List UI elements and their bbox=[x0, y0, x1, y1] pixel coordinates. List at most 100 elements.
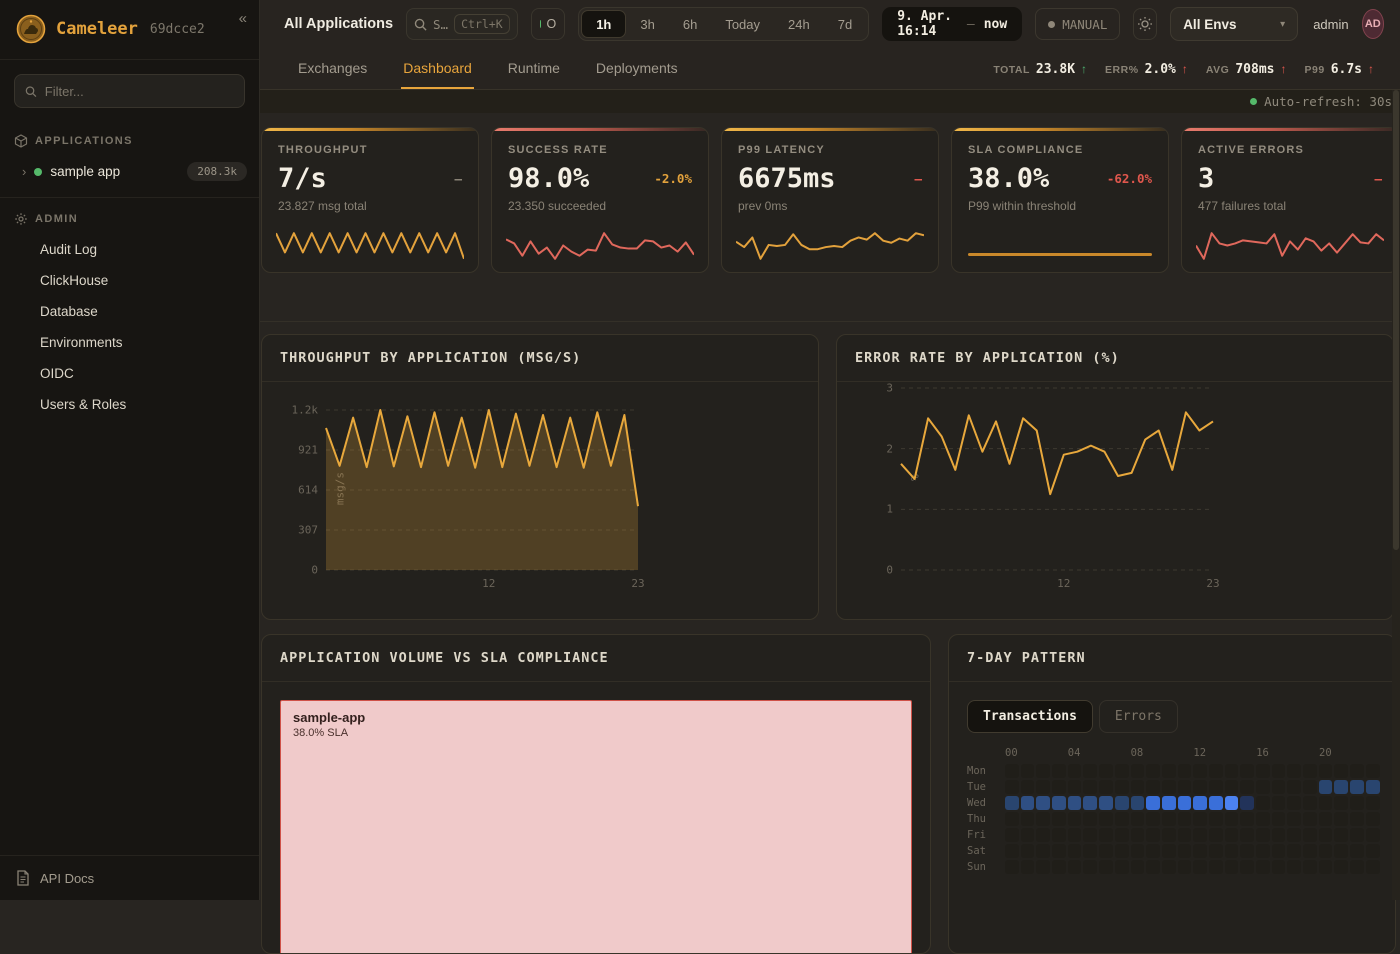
heatmap-cell[interactable] bbox=[1240, 796, 1254, 810]
heatmap-cell[interactable] bbox=[1178, 764, 1192, 778]
heatmap-cell[interactable] bbox=[1178, 780, 1192, 794]
heatmap-cell[interactable] bbox=[1319, 828, 1333, 842]
heatmap-cell[interactable] bbox=[1068, 780, 1082, 794]
sidebar-item-audit-log[interactable]: Audit Log bbox=[0, 234, 259, 265]
heatmap-cell[interactable] bbox=[1272, 780, 1286, 794]
heatmap-cell[interactable] bbox=[1350, 812, 1364, 826]
heatmap-cell[interactable] bbox=[1052, 780, 1066, 794]
heatmap-cell[interactable] bbox=[1021, 780, 1035, 794]
heatmap-cell[interactable] bbox=[1131, 780, 1145, 794]
heatmap-cell[interactable] bbox=[1005, 844, 1019, 858]
heatmap-cell[interactable] bbox=[1162, 812, 1176, 826]
sidebar-item-database[interactable]: Database bbox=[0, 296, 259, 327]
manual-mode-button[interactable]: MANUAL bbox=[1035, 8, 1120, 40]
heatmap-cell[interactable] bbox=[1240, 828, 1254, 842]
heatmap-cell[interactable] bbox=[1287, 780, 1301, 794]
heatmap-cell[interactable] bbox=[1209, 828, 1223, 842]
heatmap-cell[interactable] bbox=[1115, 780, 1129, 794]
heatmap-cell[interactable] bbox=[1256, 796, 1270, 810]
heatmap-cell[interactable] bbox=[1193, 796, 1207, 810]
heatmap-cell[interactable] bbox=[1225, 844, 1239, 858]
heatmap-cell[interactable] bbox=[1115, 812, 1129, 826]
heatmap-cell[interactable] bbox=[1146, 828, 1160, 842]
heatmap-cell[interactable] bbox=[1334, 812, 1348, 826]
heatmap-cell[interactable] bbox=[1366, 764, 1380, 778]
heatmap-cell[interactable] bbox=[1303, 828, 1317, 842]
heatmap-cell[interactable] bbox=[1083, 764, 1097, 778]
heatmap-cell[interactable] bbox=[1099, 812, 1113, 826]
date-range-picker[interactable]: 9. Apr. 16:14 – now bbox=[882, 7, 1022, 41]
heatmap-cell[interactable] bbox=[1146, 844, 1160, 858]
heatmap-cell[interactable] bbox=[1178, 796, 1192, 810]
heatmap-cell[interactable] bbox=[1131, 764, 1145, 778]
heatmap-cell[interactable] bbox=[1272, 796, 1286, 810]
heatmap-cell[interactable] bbox=[1240, 860, 1254, 874]
sidebar-collapse-icon[interactable]: « bbox=[239, 10, 247, 27]
heatmap-cell[interactable] bbox=[1131, 860, 1145, 874]
heatmap-cell[interactable] bbox=[1178, 844, 1192, 858]
heatmap-cell[interactable] bbox=[1193, 860, 1207, 874]
heatmap-cell[interactable] bbox=[1068, 844, 1082, 858]
heatmap-cell[interactable] bbox=[1021, 828, 1035, 842]
heatmap-cell[interactable] bbox=[1272, 812, 1286, 826]
heatmap-cell[interactable] bbox=[1350, 844, 1364, 858]
heatmap-cell[interactable] bbox=[1036, 844, 1050, 858]
heatmap-cell[interactable] bbox=[1083, 796, 1097, 810]
heatmap-cell[interactable] bbox=[1240, 812, 1254, 826]
heatmap-cell[interactable] bbox=[1083, 860, 1097, 874]
heatmap-cell[interactable] bbox=[1021, 860, 1035, 874]
heatmap-cell[interactable] bbox=[1240, 844, 1254, 858]
tab-deployments[interactable]: Deployments bbox=[594, 49, 680, 89]
heatmap-cell[interactable] bbox=[1162, 860, 1176, 874]
heatmap-cell[interactable] bbox=[1256, 860, 1270, 874]
heatmap-cell[interactable] bbox=[1146, 860, 1160, 874]
heatmap-cell[interactable] bbox=[1131, 844, 1145, 858]
heatmap-cell[interactable] bbox=[1319, 860, 1333, 874]
heatmap-cell[interactable] bbox=[1319, 796, 1333, 810]
heatmap-cell[interactable] bbox=[1334, 860, 1348, 874]
tab-errors[interactable]: Errors bbox=[1099, 700, 1178, 733]
heatmap-cell[interactable] bbox=[1162, 796, 1176, 810]
range-pill-6h[interactable]: 6h bbox=[669, 10, 711, 38]
heatmap-cell[interactable] bbox=[1225, 796, 1239, 810]
heatmap-cell[interactable] bbox=[1005, 764, 1019, 778]
heatmap-cell[interactable] bbox=[1366, 828, 1380, 842]
heatmap-cell[interactable] bbox=[1068, 828, 1082, 842]
scrollbar-thumb[interactable] bbox=[1393, 90, 1399, 550]
sidebar-filter[interactable] bbox=[14, 74, 245, 108]
heatmap-cell[interactable] bbox=[1334, 828, 1348, 842]
heatmap-cell[interactable] bbox=[1052, 764, 1066, 778]
heatmap-cell[interactable] bbox=[1115, 828, 1129, 842]
sidebar-item-sample-app[interactable]: › sample app 208.3k bbox=[0, 156, 259, 187]
heatmap-cell[interactable] bbox=[1115, 764, 1129, 778]
heatmap-cell[interactable] bbox=[1350, 780, 1364, 794]
heatmap-cell[interactable] bbox=[1162, 764, 1176, 778]
heatmap-cell[interactable] bbox=[1225, 764, 1239, 778]
heatmap-cell[interactable] bbox=[1005, 780, 1019, 794]
heatmap-cell[interactable] bbox=[1303, 844, 1317, 858]
theme-toggle-button[interactable] bbox=[1133, 8, 1157, 40]
heatmap-cell[interactable] bbox=[1303, 860, 1317, 874]
heatmap-cell[interactable] bbox=[1036, 780, 1050, 794]
heatmap-cell[interactable] bbox=[1287, 828, 1301, 842]
heatmap-cell[interactable] bbox=[1146, 812, 1160, 826]
heatmap-cell[interactable] bbox=[1099, 828, 1113, 842]
range-pill-7d[interactable]: 7d bbox=[824, 10, 866, 38]
heatmap-cell[interactable] bbox=[1225, 860, 1239, 874]
heatmap-cell[interactable] bbox=[1287, 796, 1301, 810]
heatmap-cell[interactable] bbox=[1209, 796, 1223, 810]
heatmap-cell[interactable] bbox=[1052, 860, 1066, 874]
heatmap-cell[interactable] bbox=[1052, 828, 1066, 842]
heatmap-cell[interactable] bbox=[1115, 844, 1129, 858]
heatmap-cell[interactable] bbox=[1083, 828, 1097, 842]
heatmap-cell[interactable] bbox=[1131, 796, 1145, 810]
heatmap-cell[interactable] bbox=[1052, 844, 1066, 858]
sidebar-item-environments[interactable]: Environments bbox=[0, 327, 259, 358]
heatmap-cell[interactable] bbox=[1193, 764, 1207, 778]
heatmap-cell[interactable] bbox=[1225, 780, 1239, 794]
heatmap-cell[interactable] bbox=[1303, 764, 1317, 778]
heatmap-cell[interactable] bbox=[1350, 828, 1364, 842]
heatmap-cell[interactable] bbox=[1193, 780, 1207, 794]
heatmap-cell[interactable] bbox=[1225, 812, 1239, 826]
heatmap-cell[interactable] bbox=[1005, 796, 1019, 810]
